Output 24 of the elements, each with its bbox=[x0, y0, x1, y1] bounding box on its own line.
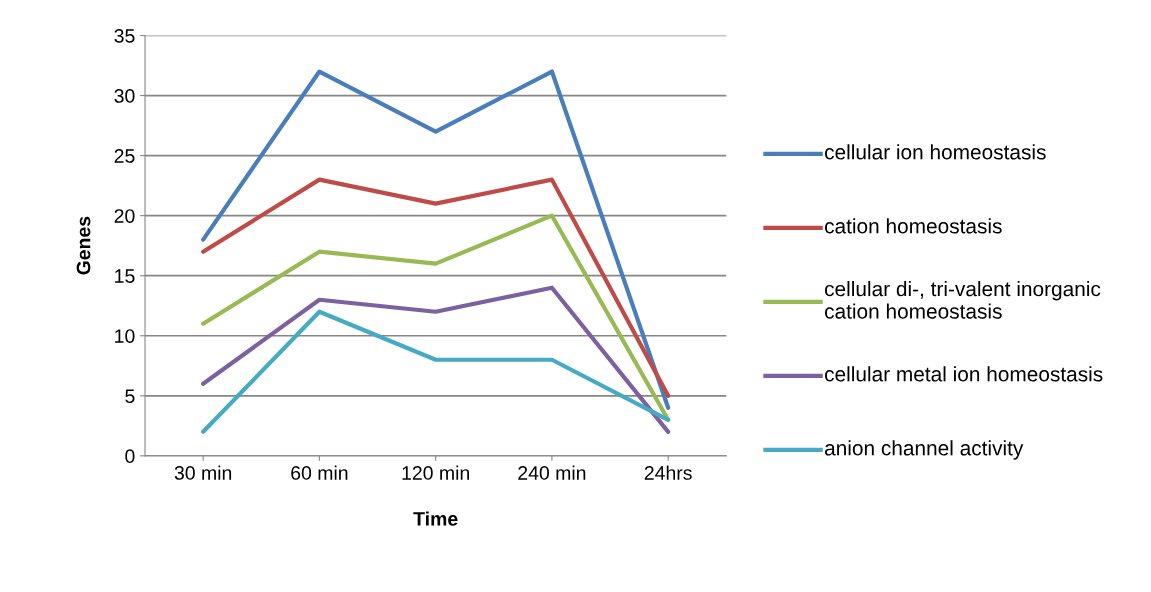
legend-label: cellular di-, tri-valent inorganic cation homeostasis bbox=[825, 280, 1101, 319]
x-tick-label: 120 min bbox=[402, 465, 469, 480]
x-tick-label: 24hrs bbox=[644, 465, 692, 480]
line-series bbox=[201, 309, 671, 434]
legend-label: cellular ion homeostasis bbox=[825, 144, 1046, 160]
y-tick-label: 20 bbox=[114, 209, 135, 223]
x-tick-label: 240 min bbox=[518, 465, 586, 480]
line-series bbox=[201, 177, 671, 398]
y-tick-label: 35 bbox=[114, 28, 135, 43]
line-series bbox=[201, 69, 671, 410]
legend-label: cellular metal ion homeostasis bbox=[825, 366, 1103, 382]
y-tick-label: 0 bbox=[125, 449, 135, 464]
legend-label: anion channel activity bbox=[825, 440, 1024, 460]
x-tick-label: 30 min bbox=[174, 465, 232, 480]
y-tick-label: 15 bbox=[115, 269, 135, 283]
y-tick-label: 5 bbox=[125, 389, 135, 404]
y-tick-label: 30 bbox=[114, 89, 135, 103]
y-tick-label: 25 bbox=[114, 149, 135, 163]
line-series bbox=[201, 285, 671, 434]
y-axis-title: Genes bbox=[76, 216, 91, 275]
y-tick-label: 10 bbox=[115, 329, 135, 343]
legend-label: cation homeostasis bbox=[825, 218, 1002, 234]
x-tick-label: 60 min bbox=[291, 465, 348, 480]
x-axis-title: Time bbox=[413, 511, 458, 526]
